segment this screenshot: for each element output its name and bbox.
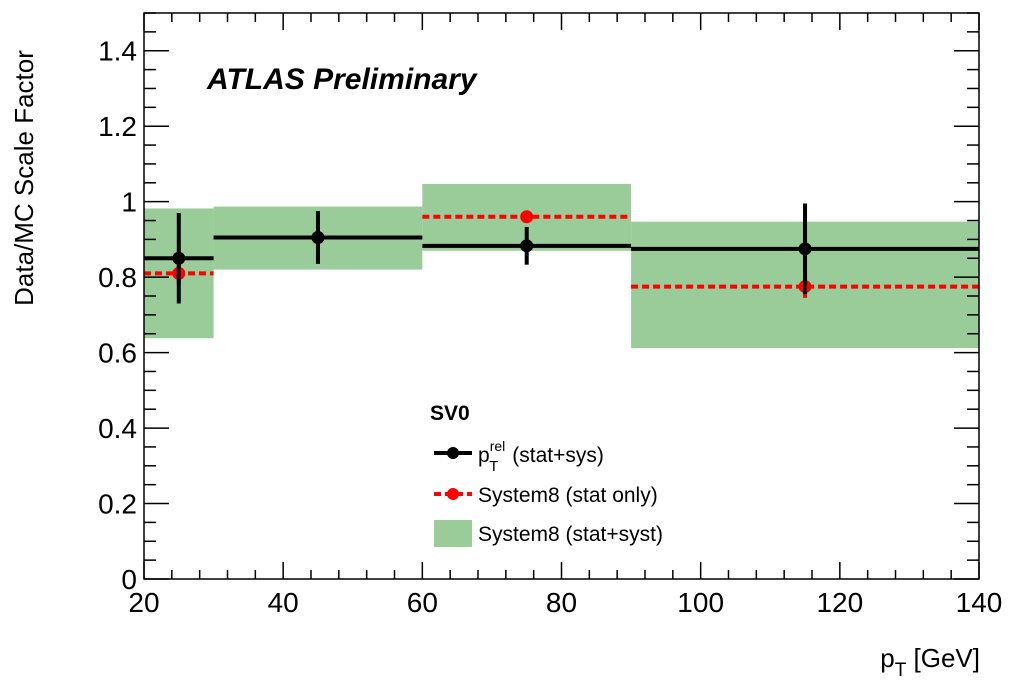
legend: SV0 prel T (stat+sys) System8 (stat only)… [430,402,663,547]
x-label-sub: T [895,660,907,681]
x-tick-label-6: 140 [956,587,1003,618]
system8-stat-point-2 [520,210,534,224]
y-tick-label-5: 1 [121,187,137,218]
x-tick-label-5: 120 [816,587,863,618]
x-tick-label-0: 20 [128,587,159,618]
ptrel-point-3 [798,242,812,256]
legend-system8-stat-marker [447,488,459,500]
x-label-main: p [880,643,894,673]
y-tick-label-2: 0.4 [98,413,137,444]
ptrel-series [144,203,979,304]
y-axis-label: Data/MC Scale Factor [9,50,39,306]
legend-ptrel-sup: rel [490,438,506,454]
x-tick-label-4: 100 [677,587,724,618]
legend-system8-syst-label: System8 (stat+syst) [478,523,663,546]
x-label-unit: [GeV] [906,643,980,673]
legend-ptrel-label: prel T (stat+sys) [478,438,604,475]
legend-ptrel-marker [447,447,459,459]
ticks: 20 40 60 80 100 120 140 0 0.2 0.4 0.6 0.8 1 1.2 1.4 [98,12,1003,618]
legend-title: SV0 [430,402,470,425]
legend-system8-syst-swatch [434,520,472,547]
y-tick-label-1: 0.2 [98,489,137,520]
x-tick-label-2: 60 [407,587,438,618]
legend-ptrel-rest: (stat+sys) [506,444,603,467]
y-tick-label-0: 0 [121,564,137,595]
ptrel-point-2 [520,239,534,253]
atlas-preliminary-label: ATLAS Preliminary [206,63,478,96]
ptrel-point-1 [311,231,325,245]
syst-bands [144,183,979,349]
x-tick-label-3: 80 [546,587,577,618]
y-tick-label-7: 1.4 [98,36,137,67]
legend-ptrel-main: p [478,444,490,467]
y-tick-label-4: 0.8 [98,262,137,293]
y-tick-label-6: 1.2 [98,111,137,142]
y-tick-label-3: 0.6 [98,338,137,369]
legend-system8-stat-label: System8 (stat only) [478,484,658,507]
x-tick-label-1: 40 [268,587,299,618]
legend-ptrel-sub: T [489,458,498,475]
x-axis-label: pT [GeV] [880,643,980,681]
ptrel-point-0 [172,251,186,265]
